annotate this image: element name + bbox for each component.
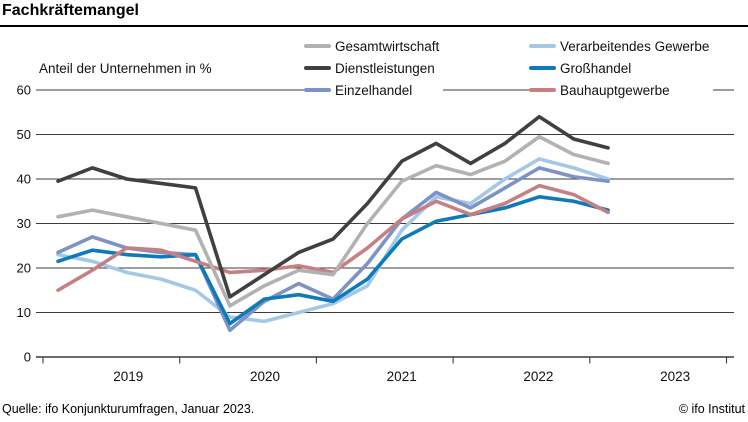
- series-line-verarbeitendes-gewerbe: [56, 157, 610, 324]
- source-note: Quelle: ifo Konjunkturumfragen, Januar 2…: [2, 402, 255, 416]
- y-axis-label-10: 10: [17, 305, 31, 320]
- x-axis-label-2022: 2022: [523, 369, 553, 384]
- legend-swatch-gro-handel: [529, 66, 556, 70]
- y-axis-label-50: 50: [17, 127, 31, 142]
- x-axis-label-2020: 2020: [250, 369, 280, 384]
- legend-col-1: Gesamtwirtschaft Dienstleistungen Einzelha…: [304, 35, 444, 101]
- legend-item-gesamtwirtschaft: Gesamtwirtschaft: [304, 35, 444, 57]
- legend-item-bauhauptgewerbe: Bauhauptgewerbe: [529, 79, 714, 101]
- legend-swatch-einzelhandel: [304, 88, 331, 92]
- series-line-gro-handel: [56, 195, 610, 326]
- chart-subtitle: Anteil der Unternehmen in %: [39, 61, 212, 76]
- legend-swatch-dienstleistungen: [304, 66, 331, 70]
- legend-swatch-gesamtwirtschaft: [304, 44, 331, 48]
- y-axis-label-0: 0: [24, 350, 31, 365]
- legend-col-2: Verarbeitendes Gewerbe Großhandel Bauhaupt…: [529, 35, 714, 101]
- y-axis-label-60: 60: [17, 83, 31, 98]
- y-axis-label-30: 30: [17, 216, 31, 231]
- legend-item-verarbeitendes-gewerbe: Verarbeitendes Gewerbe: [529, 35, 714, 57]
- x-axis-label-2019: 2019: [113, 369, 143, 384]
- y-axis-label-20: 20: [17, 261, 31, 276]
- legend-label-gro-handel: Großhandel: [560, 60, 632, 76]
- x-axis-label-2021: 2021: [387, 369, 417, 384]
- legend-label-dienstleistungen: Dienstleistungen: [335, 60, 435, 76]
- page-title: Fachkräftemangel: [2, 2, 139, 19]
- title-divider: [0, 25, 748, 27]
- legend-swatch-bauhauptgewerbe: [529, 88, 556, 92]
- legend-label-bauhauptgewerbe: Bauhauptgewerbe: [560, 82, 670, 98]
- x-axis-label-2023: 2023: [660, 369, 690, 384]
- legend-label-einzelhandel: Einzelhandel: [335, 82, 413, 98]
- legend-item-dienstleistungen: Dienstleistungen: [304, 57, 444, 79]
- legend-label-gesamtwirtschaft: Gesamtwirtschaft: [335, 38, 440, 54]
- legend-item-gro-handel: Großhandel: [529, 57, 714, 79]
- series-line-dienstleistungen: [56, 114, 610, 299]
- copyright-note: © ifo Institut: [678, 402, 745, 416]
- series-line-gesamtwirtschaft: [56, 134, 610, 308]
- legend-label-verarbeitendes-gewerbe: Verarbeitendes Gewerbe: [560, 38, 710, 54]
- y-axis-label-40: 40: [17, 172, 31, 187]
- legend-item-einzelhandel: Einzelhandel: [304, 79, 444, 101]
- legend-swatch-verarbeitendes-gewerbe: [529, 44, 556, 48]
